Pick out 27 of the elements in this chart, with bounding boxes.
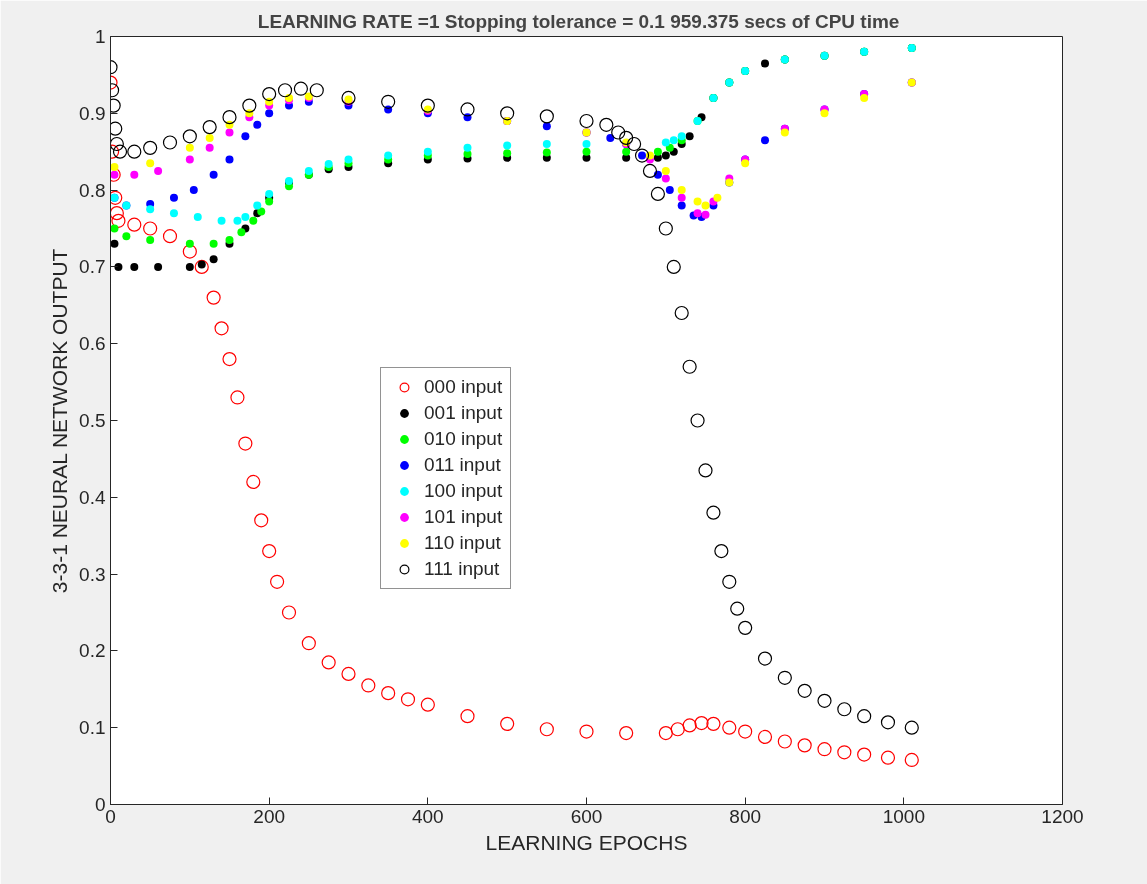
x-tick-label: 200: [253, 805, 286, 827]
x-axis-title: LEARNING EPOCHS: [485, 830, 688, 854]
legend-label: 001 input: [424, 402, 503, 424]
y-tick-label: 0.6: [79, 333, 106, 355]
chart-title: LEARNING RATE =1 Stopping tolerance = 0.1 959.375 secs of CPU time: [257, 10, 900, 32]
x-tick-label: 1200: [1041, 805, 1084, 827]
x-tick-label: 1000: [882, 805, 925, 827]
y-tick-label: 1: [94, 26, 106, 47]
x-tick-label: 600: [570, 805, 603, 827]
y-tick-label: 0.7: [79, 256, 106, 278]
y-tick-label: 0.3: [79, 563, 106, 585]
legend-label: 100 input: [424, 480, 503, 502]
legend-label: 101 input: [424, 506, 503, 528]
x-tick-label: 400: [411, 805, 444, 827]
y-tick-label: 0.2: [79, 640, 106, 662]
y-axis-title: 3-3-1 NEURAL NETWORK OUTPUT: [48, 248, 72, 594]
y-tick-label: 0.5: [79, 410, 106, 431]
legend-label: 000 input: [424, 376, 503, 398]
legend-label: 110 input: [424, 532, 501, 554]
legend-label: 011 input: [424, 454, 501, 476]
y-tick-label: 0.8: [79, 179, 106, 201]
y-tick-label: 0.4: [79, 486, 106, 508]
y-tick-label: 0.1: [79, 717, 106, 739]
y-tick-label: 0.9: [79, 102, 106, 124]
legend-label: 010 input: [424, 428, 503, 450]
legend-label: 111 input: [424, 558, 500, 580]
x-tick-label: 800: [729, 805, 762, 827]
